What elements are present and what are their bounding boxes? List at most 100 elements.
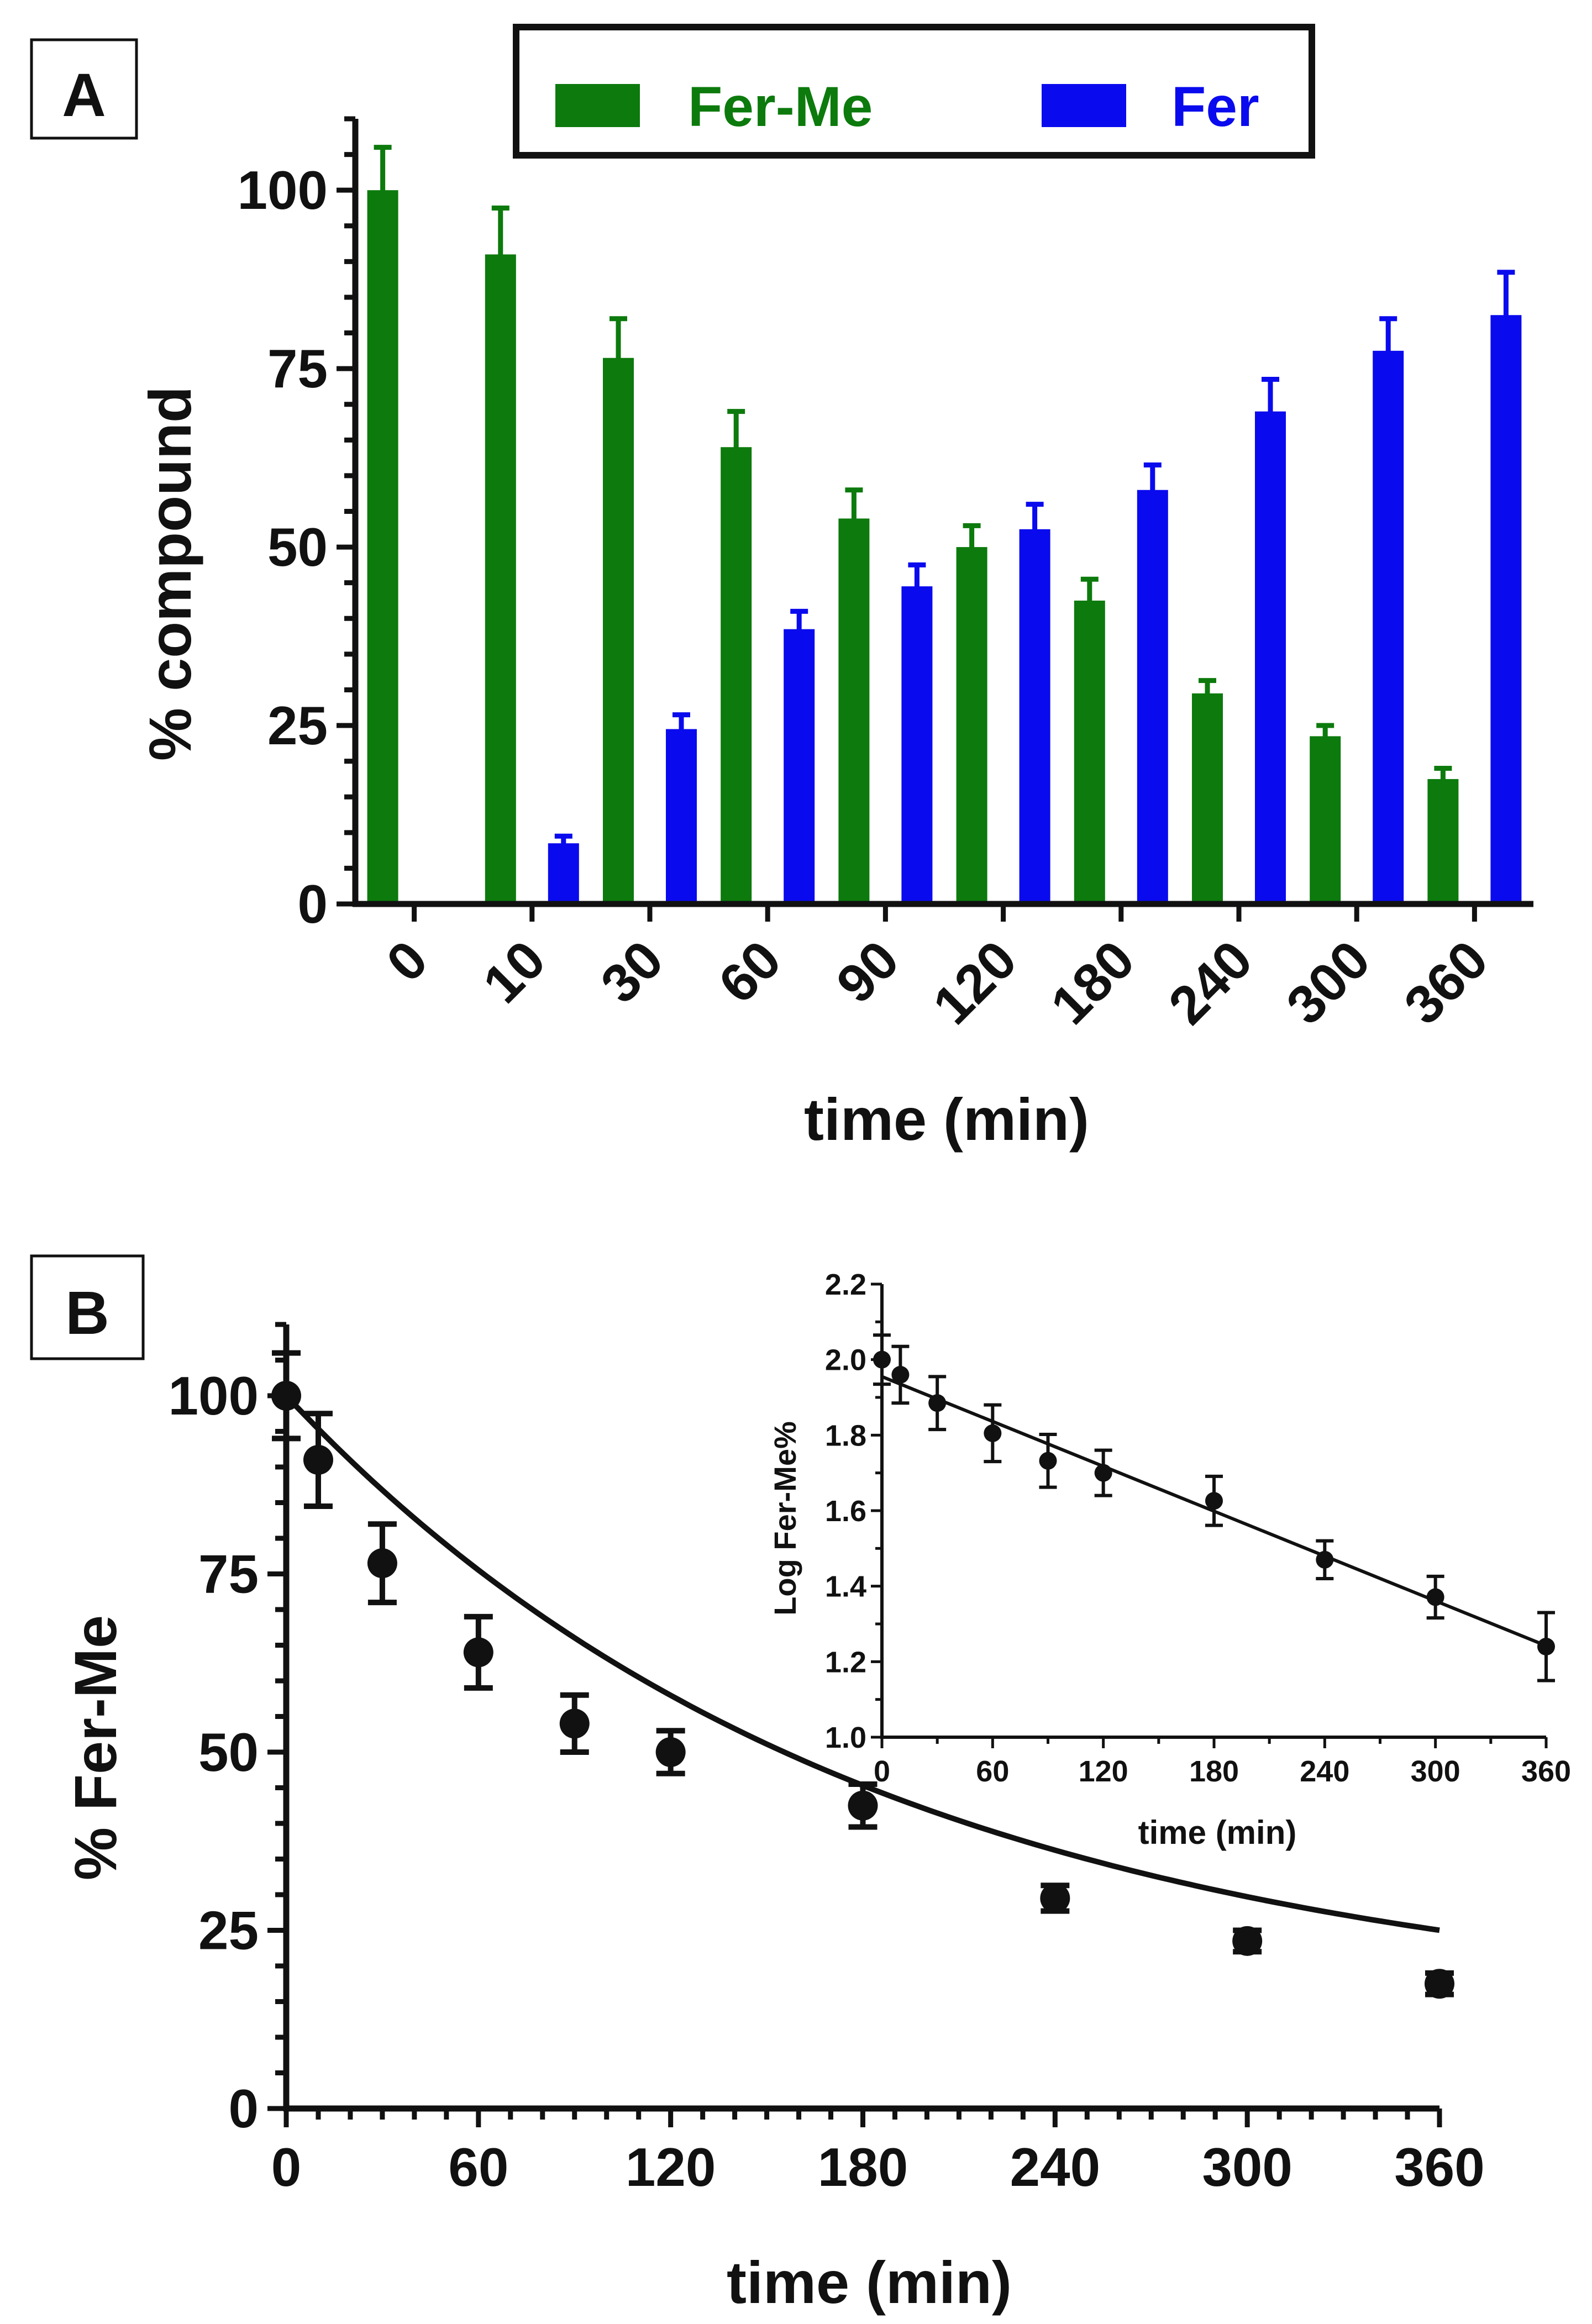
inset-point-90 <box>1039 1452 1057 1470</box>
inset-x-tick-label-60: 60 <box>976 1755 1009 1788</box>
inset-point-60 <box>984 1424 1002 1442</box>
panel-a-x-tick-label-10: 10 <box>471 929 557 1014</box>
panel-b-x-tick-label-60: 60 <box>448 2137 508 2197</box>
error-bar-fer-10 <box>554 833 572 845</box>
bar-fer-me-120 <box>956 547 987 904</box>
inset-x-tick-label-180: 180 <box>1189 1755 1239 1788</box>
panel-b-y-tick-label-0: 0 <box>228 2078 259 2139</box>
error-bar-fer-60 <box>790 608 808 630</box>
inset-point-360 <box>1537 1638 1555 1655</box>
panel-b-y-axis-title: % Fer-Me <box>62 1615 129 1880</box>
panel-b-label: B <box>65 1279 109 1347</box>
inset-y-tick-label-1.6: 1.6 <box>825 1495 866 1528</box>
inset-point-120 <box>1094 1464 1112 1482</box>
inset-y-tick-label-1.4: 1.4 <box>825 1570 866 1603</box>
bar-fer-360 <box>1490 315 1522 904</box>
panel-a-x-tick-label-0: 0 <box>375 929 439 993</box>
inset-y-tick-label-2.0: 2.0 <box>825 1344 866 1377</box>
panel-b-x-tick-label-360: 360 <box>1394 2137 1485 2197</box>
panel-b-point-300 <box>1232 1926 1263 1956</box>
panel-a-y-tick-label-100: 100 <box>237 160 328 220</box>
panel-a-bars <box>367 145 1522 905</box>
inset-y-tick-label-1.8: 1.8 <box>825 1419 866 1452</box>
inset-y-tick-label-2.2: 2.2 <box>825 1268 866 1301</box>
error-bar-fer-me-0 <box>374 145 392 192</box>
bar-fer-me-30 <box>603 357 634 904</box>
panel-a-y-tick-label-50: 50 <box>267 517 328 577</box>
panel-a-x-tick-label-60: 60 <box>707 929 792 1014</box>
inset-plot <box>873 1333 1555 1682</box>
bar-fer-me-60 <box>721 447 752 904</box>
bar-fer-me-10 <box>485 254 516 905</box>
panel-a-x-tick-label-90: 90 <box>824 929 910 1014</box>
panel-a: A Fer-Me Fer 0 25 50 75 100 0 10 30 60 90 120 180 24… <box>30 24 1533 1153</box>
bar-fer-120 <box>1019 529 1050 904</box>
inset-axes: 1.0 1.2 1.4 1.6 1.8 2.0 2.2 0 60 120 180 240 300 360 <box>825 1268 1571 1788</box>
panel-a-label: A <box>62 61 106 129</box>
panel-b-x-tick-label-300: 300 <box>1202 2137 1292 2197</box>
error-bar-fer-me-120 <box>963 523 981 549</box>
error-bar-fer-240 <box>1262 377 1279 413</box>
error-bar-fer-120 <box>1026 502 1044 530</box>
panel-a-y-tick-label-75: 75 <box>267 338 328 399</box>
error-bar-fer-me-180 <box>1080 576 1099 602</box>
bar-fer-30 <box>666 729 697 904</box>
panel-b-point-30 <box>367 1548 397 1579</box>
panel-b-point-10 <box>303 1445 333 1475</box>
panel-b-x-tick-label-120: 120 <box>626 2137 716 2197</box>
panel-b-y-tick-label-100: 100 <box>168 1365 259 1426</box>
bar-fer-me-240 <box>1192 693 1223 904</box>
panel-b-label-box: B <box>30 1254 145 1360</box>
inset-point-10 <box>891 1366 910 1384</box>
panel-a-x-tick-label-180: 180 <box>1039 929 1146 1035</box>
inset-x-tick-label-360: 360 <box>1521 1755 1571 1788</box>
panel-b-point-180 <box>848 1790 878 1821</box>
panel-a-y-tick-label-0: 0 <box>297 874 328 934</box>
panel-a-x-tick-label-120: 120 <box>921 929 1028 1035</box>
inset-x-axis-title: time (min) <box>1138 1814 1297 1851</box>
error-bar-fer-me-60 <box>727 409 745 449</box>
error-bar-fer-360 <box>1497 270 1515 317</box>
panel-b-axes: 0 25 50 75 100 0 60 120 180 240 300 360 <box>168 1322 1485 2197</box>
panel-b-x-tick-label-0: 0 <box>271 2137 302 2197</box>
inset-y-axis-title: Log Fer-Me% <box>768 1421 802 1616</box>
inset-x-tick-label-240: 240 <box>1300 1755 1349 1788</box>
error-bar-fer-me-240 <box>1199 678 1216 695</box>
error-bar-fer-me-360 <box>1434 766 1452 780</box>
error-bar-fer-180 <box>1143 462 1162 491</box>
error-bar-fer-me-300 <box>1316 723 1334 738</box>
panel-b-x-tick-label-240: 240 <box>1010 2137 1101 2197</box>
panel-b-point-240 <box>1040 1883 1070 1913</box>
bar-fer-me-0 <box>367 190 398 904</box>
legend-label-fer: Fer <box>1171 75 1259 138</box>
bar-fer-me-300 <box>1310 736 1341 904</box>
panel-b-y-tick-label-50: 50 <box>198 1722 259 1783</box>
panel-a-y-tick-label-25: 25 <box>267 695 328 756</box>
legend-swatch-fer <box>1042 84 1126 127</box>
panel-b-x-axis-title: time (min) <box>727 2249 1012 2316</box>
legend: Fer-Me Fer <box>513 24 1315 159</box>
panel-a-x-tick-label-240: 240 <box>1157 929 1263 1035</box>
inset-point-300 <box>1426 1588 1444 1606</box>
error-bar-fer-me-90 <box>845 487 863 520</box>
panel-b-y-tick-label-25: 25 <box>198 1900 259 1961</box>
panel-a-y-axis-title: % compound <box>136 386 203 761</box>
legend-label-fer-me: Fer-Me <box>688 75 873 138</box>
inset-point-30 <box>928 1394 947 1412</box>
bar-fer-240 <box>1255 411 1286 904</box>
inset-y-tick-label-1.2: 1.2 <box>825 1645 866 1679</box>
panel-b-point-90 <box>559 1708 590 1739</box>
panel-b-x-tick-label-180: 180 <box>818 2137 908 2197</box>
panel-b-y-tick-label-75: 75 <box>198 1544 259 1605</box>
inset-x-tick-label-300: 300 <box>1411 1755 1460 1788</box>
inset-point-180 <box>1205 1492 1223 1510</box>
panel-b-point-60 <box>463 1637 493 1668</box>
panel-a-x-tick-label-360: 360 <box>1393 929 1499 1035</box>
bar-fer-300 <box>1373 350 1404 904</box>
error-bar-fer-90 <box>908 562 926 588</box>
inset-y-tick-label-1.0: 1.0 <box>825 1721 866 1754</box>
bar-fer-90 <box>901 586 933 904</box>
inset-x-tick-label-0: 0 <box>874 1755 890 1788</box>
